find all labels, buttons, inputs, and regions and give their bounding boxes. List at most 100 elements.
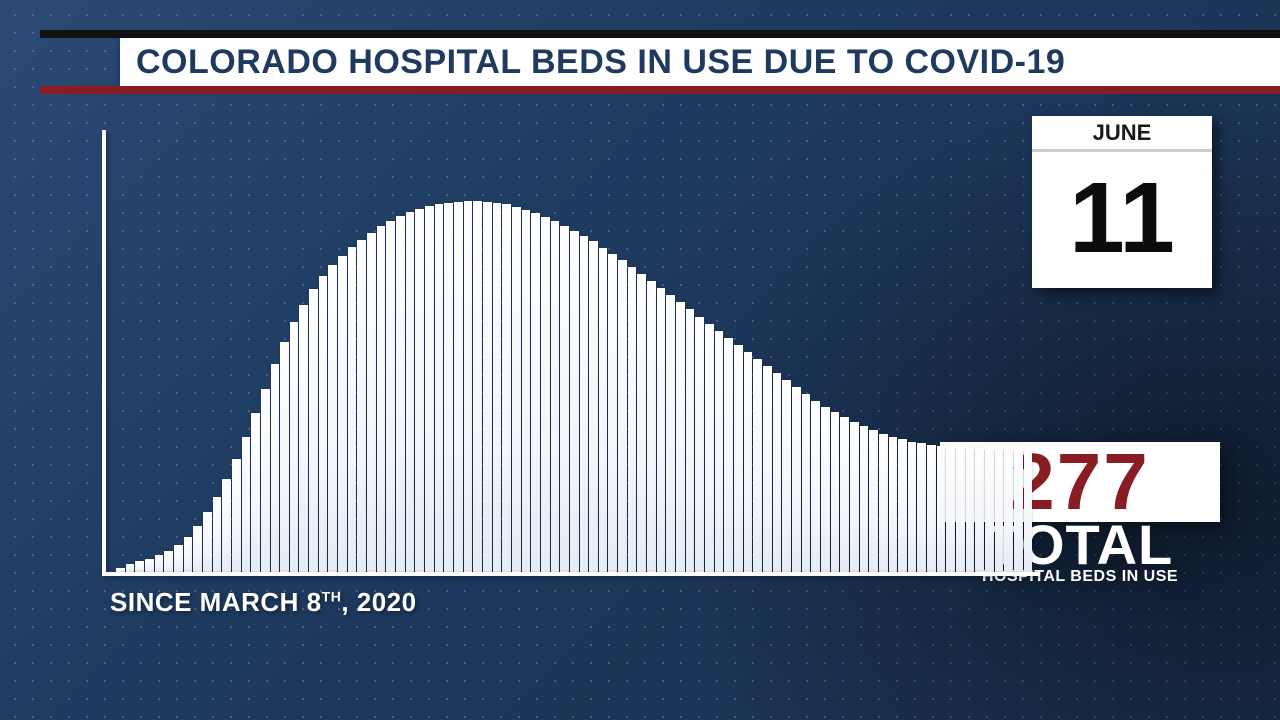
bar xyxy=(676,302,685,572)
bar xyxy=(184,537,193,572)
since-label: SINCE MARCH 8TH, 2020 xyxy=(110,587,417,618)
bar xyxy=(251,413,260,572)
bar xyxy=(705,324,714,572)
bar xyxy=(599,248,608,572)
bar xyxy=(580,236,589,572)
bar xyxy=(734,345,743,572)
title-bar: COLORADO HOSPITAL BEDS IN USE DUE TO COV… xyxy=(120,38,1280,86)
bar xyxy=(850,422,859,572)
bar xyxy=(280,342,289,572)
bar xyxy=(464,201,473,572)
since-ordinal: TH xyxy=(322,588,342,604)
bar xyxy=(222,479,231,572)
bar xyxy=(309,289,318,572)
bar xyxy=(657,288,666,572)
bar xyxy=(386,221,395,572)
bar xyxy=(522,210,531,572)
bar xyxy=(898,439,907,572)
bar xyxy=(135,561,144,572)
bar xyxy=(686,309,695,572)
bar xyxy=(396,216,405,572)
bar xyxy=(637,274,646,572)
bar xyxy=(608,254,617,572)
calendar-card: JUNE 11 xyxy=(1032,116,1212,288)
bars-container xyxy=(116,130,1032,572)
bar xyxy=(628,267,637,572)
bar xyxy=(299,305,308,572)
bar xyxy=(454,202,463,572)
bar xyxy=(338,256,347,572)
bar xyxy=(570,231,579,572)
bar xyxy=(560,226,569,572)
bar xyxy=(782,380,791,572)
bar xyxy=(551,221,560,572)
bar xyxy=(328,265,337,572)
bar xyxy=(744,352,753,572)
bar xyxy=(502,204,511,572)
bar xyxy=(367,233,376,572)
bar xyxy=(261,389,270,572)
bar xyxy=(840,417,849,572)
bar xyxy=(242,437,251,572)
bar xyxy=(1014,449,1023,572)
y-axis xyxy=(102,130,106,572)
title-stripe-top xyxy=(40,30,1280,38)
since-year: , 2020 xyxy=(341,587,416,617)
bar xyxy=(802,394,811,572)
bar xyxy=(415,209,424,572)
bar xyxy=(589,241,598,572)
bar xyxy=(232,459,241,572)
bar xyxy=(773,373,782,572)
bar xyxy=(860,426,869,572)
bar xyxy=(908,442,917,572)
bar xyxy=(647,281,656,572)
bar xyxy=(174,545,183,572)
calendar-day: 11 xyxy=(1032,152,1212,284)
bar xyxy=(927,445,936,572)
bar xyxy=(966,448,975,572)
bar xyxy=(792,387,801,572)
bar xyxy=(319,276,328,572)
bar xyxy=(348,247,357,572)
bar xyxy=(695,317,704,572)
bar xyxy=(917,443,926,572)
since-text: SINCE MARCH 8 xyxy=(110,587,322,617)
title-stripe-bottom xyxy=(40,86,1280,94)
bar xyxy=(995,449,1004,572)
bar xyxy=(512,207,521,572)
bar xyxy=(377,226,386,572)
bar xyxy=(406,212,415,572)
bar xyxy=(821,407,830,572)
bar xyxy=(531,213,540,572)
bar xyxy=(753,359,762,572)
bar xyxy=(985,449,994,572)
bar xyxy=(666,295,675,572)
bar xyxy=(357,240,366,572)
bar xyxy=(145,559,154,572)
bar xyxy=(271,364,280,572)
bar xyxy=(203,512,212,572)
bar xyxy=(956,447,965,572)
bar xyxy=(444,203,453,573)
calendar-month: JUNE xyxy=(1032,116,1212,152)
bar xyxy=(435,204,444,572)
bar xyxy=(763,366,772,572)
bar xyxy=(869,430,878,572)
bar xyxy=(946,446,955,572)
bar xyxy=(724,338,733,572)
x-axis xyxy=(102,572,1040,576)
bar xyxy=(975,448,984,572)
bar xyxy=(1004,449,1013,572)
bar xyxy=(937,446,946,572)
bar xyxy=(164,551,173,572)
title-banner: COLORADO HOSPITAL BEDS IN USE DUE TO COV… xyxy=(40,30,1280,94)
bar xyxy=(473,201,482,572)
bar xyxy=(889,437,898,572)
bar xyxy=(618,260,627,572)
bar xyxy=(831,412,840,572)
bar xyxy=(213,497,222,572)
page-title: COLORADO HOSPITAL BEDS IN USE DUE TO COV… xyxy=(136,43,1065,82)
chart: SINCE MARCH 8TH, 2020 xyxy=(60,130,1040,606)
bar xyxy=(879,434,888,572)
bar xyxy=(1024,450,1033,572)
